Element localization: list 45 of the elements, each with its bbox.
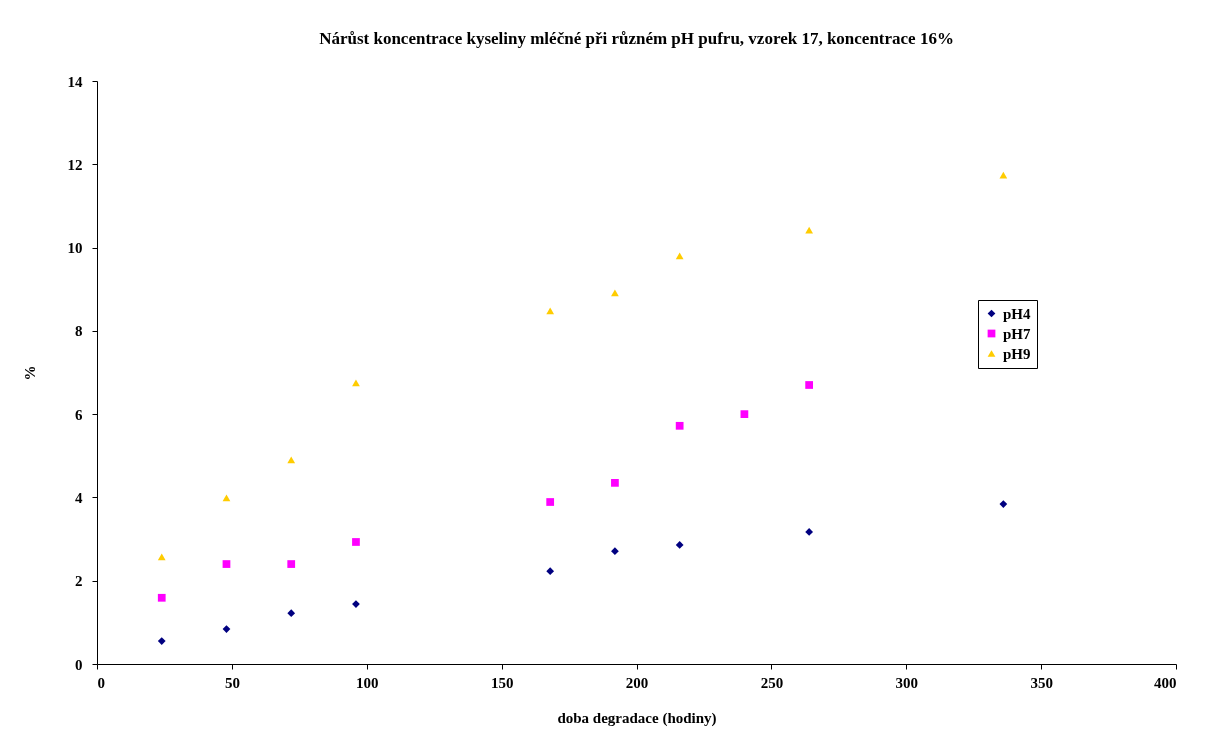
x-axis-title: doba degradace (hodiny) [557, 709, 717, 727]
y-tick-label: 6 [75, 406, 83, 423]
y-tick-label: 0 [75, 656, 83, 673]
point [611, 547, 619, 556]
point [157, 553, 166, 561]
y-tick-label: 14 [67, 73, 83, 90]
point [546, 498, 555, 506]
point [805, 381, 814, 389]
y-tick-label: 10 [67, 240, 83, 257]
point [675, 421, 684, 430]
point [222, 560, 231, 568]
point [740, 410, 749, 419]
chart-title: Nárůst koncentrace kyseliny mléčné při různém pH pufru, vzorek 17, koncentrace 16% [319, 29, 954, 48]
x-tick-label: 0 [97, 674, 105, 691]
y-tick-label: 4 [75, 489, 83, 506]
point [675, 541, 684, 549]
x-tick-label: 350 [1030, 674, 1053, 691]
x-tick-label: 300 [895, 674, 918, 691]
x-tick-label: 200 [625, 674, 649, 691]
x-tick-label: 150 [490, 674, 514, 691]
y-tick-label: 8 [75, 323, 83, 340]
point [611, 478, 619, 487]
point [546, 567, 555, 576]
point [675, 252, 684, 260]
legend-label: pH4 [1003, 305, 1032, 322]
y-axis-title: % [21, 365, 38, 381]
point [287, 609, 296, 618]
point [805, 528, 814, 536]
legend-label: pH9 [1003, 345, 1031, 362]
point [546, 307, 555, 315]
y-tick-label: 12 [67, 156, 83, 173]
x-tick-label: 50 [224, 674, 240, 691]
x-tick-label: 250 [760, 674, 784, 691]
x-tick-label: 100 [356, 674, 379, 691]
point [222, 494, 231, 502]
point [157, 637, 166, 645]
point [222, 625, 231, 633]
point [352, 379, 360, 387]
point [999, 500, 1008, 508]
point [352, 538, 360, 546]
point [157, 593, 166, 602]
x-tick-label: 400 [1154, 674, 1177, 691]
legend-label: pH7 [1003, 325, 1032, 342]
point [287, 560, 296, 568]
y-tick-label: 2 [75, 573, 83, 590]
